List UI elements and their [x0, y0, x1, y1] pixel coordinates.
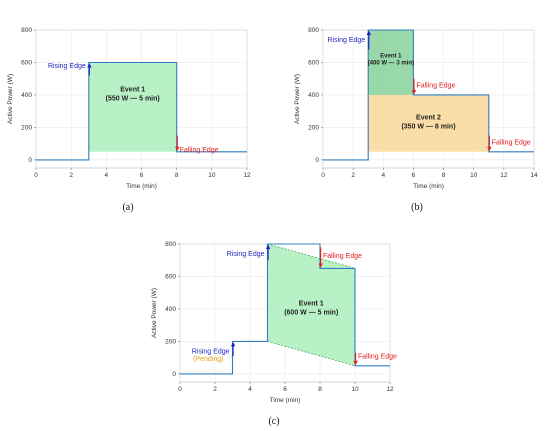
- chart-a: Event 1 (550 W — 5 min) Rising Edge Falling…: [7, 27, 251, 213]
- y-tick-label: 800: [308, 27, 319, 34]
- event-label: Event 1: [380, 54, 402, 60]
- falling-edge-label: Falling Edge: [416, 83, 455, 90]
- y-tick-label: 800: [21, 27, 32, 34]
- y-axis-label: Active Power (W): [7, 74, 14, 124]
- event-label: (350 W — 8 min): [401, 123, 455, 130]
- x-tick-label: 10: [208, 172, 216, 179]
- event-region-border: [267, 243, 356, 269]
- x-tick-label: 6: [140, 172, 144, 179]
- rising-edge-label: Rising Edge: [192, 349, 230, 356]
- x-tick-label: 14: [530, 172, 538, 179]
- y-tick-label: 0: [315, 157, 319, 164]
- y-tick-label: 400: [165, 306, 176, 313]
- y-axis-label: Active Power (W): [294, 74, 301, 124]
- x-tick-label: 4: [381, 172, 385, 179]
- x-tick-label: 8: [175, 172, 179, 179]
- falling-edge-label: Falling Edge: [180, 147, 219, 154]
- subfigure-caption: (a): [122, 202, 133, 213]
- x-tick-label: 0: [34, 172, 38, 179]
- x-tick-label: 8: [318, 386, 322, 393]
- x-tick-label: 0: [178, 386, 182, 393]
- event-region-1: [368, 94, 489, 152]
- event-region-1: [267, 244, 355, 366]
- x-axis-label: Time (min): [126, 183, 157, 190]
- y-tick-label: 400: [308, 92, 319, 99]
- x-tick-label: 12: [500, 172, 508, 179]
- y-tick-label: 600: [308, 60, 319, 67]
- y-tick-label: 600: [21, 60, 32, 67]
- x-tick-label: 6: [412, 172, 416, 179]
- event-label: Event 1: [299, 301, 324, 308]
- power-series-line: [180, 243, 390, 375]
- event-label: (600 W — 5 min): [284, 310, 338, 317]
- y-tick-label: 200: [21, 125, 32, 132]
- y-tick-label: 200: [308, 125, 319, 132]
- x-tick-label: 10: [470, 172, 478, 179]
- x-tick-label: 2: [213, 386, 217, 393]
- x-tick-label: 2: [351, 172, 355, 179]
- y-axis-label: Active Power (W): [151, 288, 158, 338]
- x-tick-label: 6: [283, 386, 287, 393]
- event-label: Event 1: [120, 87, 145, 94]
- falling-edge-label: Falling Edge: [358, 354, 397, 361]
- subfigure-caption: (b): [411, 202, 423, 213]
- rising-edge-label: Rising Edge: [48, 63, 86, 70]
- event-label: Event 2: [416, 114, 441, 121]
- subfigure-caption: (c): [268, 416, 279, 427]
- x-tick-label: 12: [386, 386, 394, 393]
- x-tick-label: 2: [69, 172, 73, 179]
- x-tick-label: 4: [248, 386, 252, 393]
- power-series-line: [36, 61, 247, 161]
- rising-edge-label: Rising Edge: [327, 37, 365, 44]
- y-tick-label: 0: [172, 371, 176, 378]
- event-label: (400 W — 3 min): [368, 61, 414, 67]
- y-tick-label: 800: [165, 241, 176, 248]
- x-tick-label: 4: [105, 172, 109, 179]
- y-tick-label: 600: [165, 274, 176, 281]
- pending-label: (Pending): [193, 356, 223, 363]
- event-region-1: [88, 62, 177, 152]
- falling-edge-label: Falling Edge: [323, 253, 362, 260]
- x-tick-label: 8: [442, 172, 446, 179]
- rising-edge-label: Rising Edge: [227, 251, 265, 258]
- y-tick-label: 0: [28, 157, 32, 164]
- chart-b: Event 2 (350 W — 8 min) Event 1(400 W — 3 …: [294, 27, 538, 213]
- x-axis-label: Time (min): [270, 397, 301, 404]
- event-label: (550 W — 5 min): [106, 96, 160, 103]
- x-tick-label: 10: [351, 386, 359, 393]
- x-tick-label: 12: [243, 172, 251, 179]
- x-axis-label: Time (min): [413, 183, 444, 190]
- event-region-2: [368, 30, 414, 95]
- x-tick-label: 0: [321, 172, 325, 179]
- chart-c: Event 1 (600 W — 5 min) Rising Edge Falling…: [151, 241, 397, 427]
- y-tick-label: 200: [165, 339, 176, 346]
- falling-edge-label: Falling Edge: [492, 140, 531, 147]
- power-series-line: [323, 29, 534, 161]
- event-region-border: [267, 341, 356, 367]
- y-tick-label: 400: [21, 92, 32, 99]
